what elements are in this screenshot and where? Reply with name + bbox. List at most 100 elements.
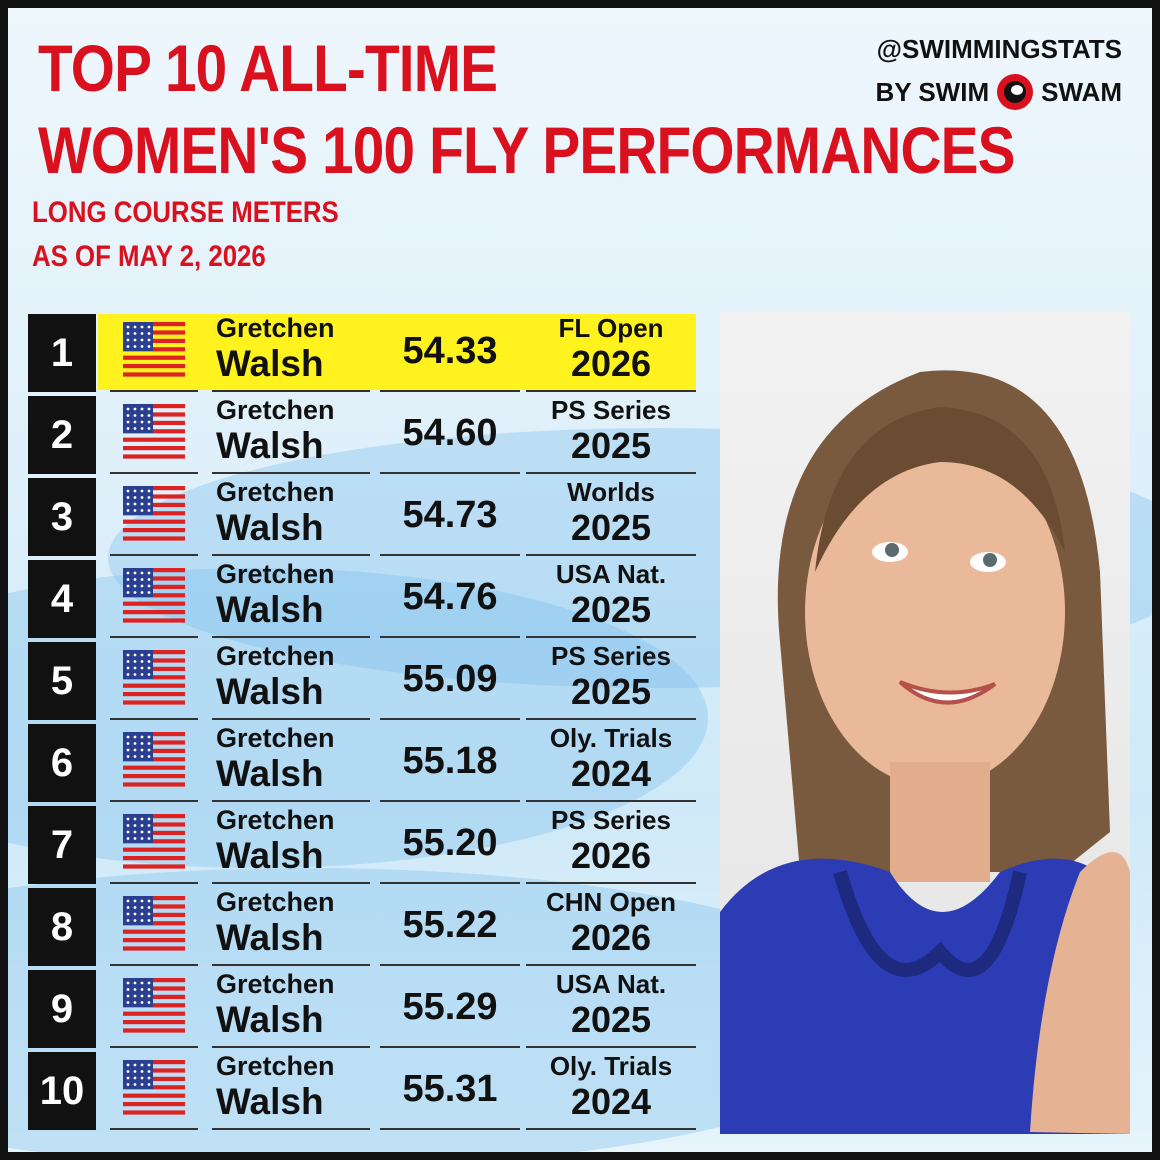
meet-year: 2024 xyxy=(570,1081,652,1122)
last-name: Walsh xyxy=(216,835,324,876)
first-name: Gretchen xyxy=(216,969,335,999)
meet-cell: PS Series 2025 xyxy=(526,394,696,474)
table-row: 10 Gretchen Walsh 55.31 Oly. Trials 2024 xyxy=(8,1050,708,1132)
meet-cell: PS Series 2025 xyxy=(526,640,696,720)
name-cell: Gretchen Walsh xyxy=(212,558,370,638)
name-cell: Gretchen Walsh xyxy=(212,394,370,474)
name-cell: Gretchen Walsh xyxy=(212,640,370,720)
meet-year: 2026 xyxy=(570,343,652,384)
name-cell: Gretchen Walsh xyxy=(212,722,370,802)
time-cell: 55.18 xyxy=(380,722,520,802)
first-name: Gretchen xyxy=(216,477,335,507)
first-name: Gretchen xyxy=(216,559,335,589)
last-name: Walsh xyxy=(216,917,324,958)
meet-name: USA Nat. xyxy=(555,559,667,589)
highlight xyxy=(98,314,696,390)
title-line: WOMEN'S 100 FLY PERFORMANCES xyxy=(38,113,1015,187)
meet-year: 2025 xyxy=(570,589,652,630)
meet-year: 2025 xyxy=(570,671,652,712)
time-cell: 54.60 xyxy=(380,394,520,474)
brand-logo: BY SWIM SWAM xyxy=(875,72,1122,112)
table-row: 3 Gretchen Walsh 54.73 Worlds 2025 xyxy=(8,476,708,558)
time-cell: 54.76 xyxy=(380,558,520,638)
meet-cell: CHN Open 2026 xyxy=(526,886,696,966)
meet-year: 2024 xyxy=(570,753,652,794)
meet-name: CHN Open xyxy=(546,887,676,917)
meet-name: USA Nat. xyxy=(555,969,667,999)
flag-usa xyxy=(123,568,185,623)
meet-name: PS Series xyxy=(551,641,671,671)
last-name: Walsh xyxy=(216,671,324,712)
meet-name: Oly. Trials xyxy=(549,723,673,753)
photo-illustration xyxy=(720,370,1130,1134)
meet-name: FL Open xyxy=(558,313,664,343)
logo-icon xyxy=(997,74,1034,110)
flag-cell xyxy=(110,1050,198,1130)
flag-usa xyxy=(123,896,185,951)
brand-by: BY SWIM xyxy=(875,76,990,107)
rank-cell: 3 xyxy=(28,478,96,556)
first-name: Gretchen xyxy=(216,887,335,917)
name-cell: Gretchen Walsh xyxy=(212,1050,370,1130)
meet-year: 2026 xyxy=(570,917,652,958)
table-row: 1 Gretchen Walsh 54.33 FL Open 2026 xyxy=(8,312,708,394)
name-cell: Gretchen Walsh xyxy=(212,968,370,1048)
rank-cell: 6 xyxy=(28,724,96,802)
table-row: 2 Gretchen Walsh 54.60 PS Series 2025 xyxy=(8,394,708,476)
name-cell: Gretchen Walsh xyxy=(212,886,370,966)
meet-cell: PS Series 2026 xyxy=(526,804,696,884)
flag-cell xyxy=(110,558,198,638)
flag-cell xyxy=(110,640,198,720)
time-cell: 55.09 xyxy=(380,640,520,720)
flag-usa xyxy=(123,1060,185,1115)
flag-usa xyxy=(123,322,185,377)
last-name: Walsh xyxy=(216,753,324,794)
first-name: Gretchen xyxy=(216,641,335,671)
name-cell: Gretchen Walsh xyxy=(212,476,370,556)
meet-cell: USA Nat. 2025 xyxy=(526,968,696,1048)
time-cell: 54.73 xyxy=(380,476,520,556)
name-cell: Gretchen Walsh xyxy=(212,312,370,392)
flag-usa xyxy=(123,486,185,541)
flag-usa xyxy=(123,650,185,705)
flag-cell xyxy=(110,312,198,392)
flag-cell xyxy=(110,968,198,1048)
last-name: Walsh xyxy=(216,343,324,384)
flag-cell xyxy=(110,722,198,802)
first-name: Gretchen xyxy=(216,805,335,835)
rank-cell: 10 xyxy=(28,1052,96,1130)
first-name: Gretchen xyxy=(216,723,335,753)
subtitle-line: LONG COURSE METERS xyxy=(32,196,339,229)
flag-usa xyxy=(123,814,185,869)
meet-year: 2026 xyxy=(570,835,652,876)
meet-name: PS Series xyxy=(551,395,671,425)
meet-name: PS Series xyxy=(551,805,671,835)
table-row: 4 Gretchen Walsh 54.76 USA Nat. 2025 xyxy=(8,558,708,640)
first-name: Gretchen xyxy=(216,395,335,425)
rank-cell: 2 xyxy=(28,396,96,474)
meet-year: 2025 xyxy=(570,425,652,466)
time-cell: 54.33 xyxy=(380,312,520,392)
flag-cell xyxy=(110,804,198,884)
last-name: Walsh xyxy=(216,589,324,630)
table-row: 7 Gretchen Walsh 55.20 PS Series 2026 xyxy=(8,804,708,886)
table-row: 9 Gretchen Walsh 55.29 USA Nat. 2025 xyxy=(8,968,708,1050)
meet-name: Worlds xyxy=(567,477,655,507)
meet-cell: Worlds 2025 xyxy=(526,476,696,556)
time-cell: 55.29 xyxy=(380,968,520,1048)
first-name: Gretchen xyxy=(216,313,335,343)
meet-name: Oly. Trials xyxy=(549,1051,673,1081)
meet-cell: FL Open 2026 xyxy=(526,312,696,392)
brand-handle: @SWIMMINGSTATS xyxy=(876,34,1122,64)
time-cell: 55.31 xyxy=(380,1050,520,1130)
meet-year: 2025 xyxy=(570,999,652,1040)
rank-cell: 8 xyxy=(28,888,96,966)
time-cell: 55.20 xyxy=(380,804,520,884)
flag-cell xyxy=(110,394,198,474)
last-name: Walsh xyxy=(216,425,324,466)
subtitle-line: AS OF MAY 2, 2026 xyxy=(32,240,266,273)
table-row: 8 Gretchen Walsh 55.22 CHN Open 2026 xyxy=(8,886,708,968)
flag-cell xyxy=(110,886,198,966)
rank-cell: 7 xyxy=(28,806,96,884)
meet-cell: USA Nat. 2025 xyxy=(526,558,696,638)
